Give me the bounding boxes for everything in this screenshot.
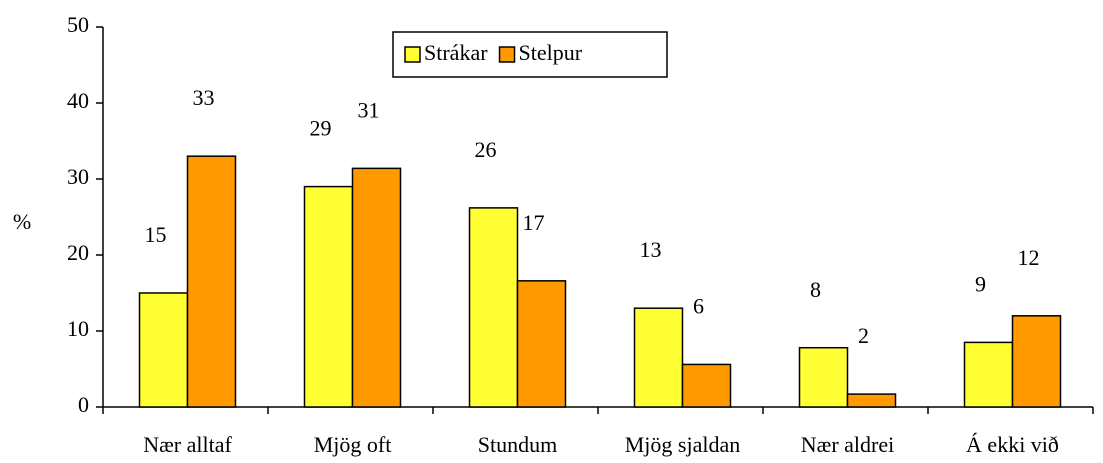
legend-label: Stelpur bbox=[519, 40, 583, 65]
y-tick-label: 30 bbox=[67, 164, 89, 189]
bar bbox=[186, 155, 237, 408]
value-label: 17 bbox=[523, 210, 545, 235]
value-label: 6 bbox=[693, 293, 704, 318]
value-label: 12 bbox=[1018, 245, 1040, 270]
value-label: 26 bbox=[475, 137, 497, 162]
bar bbox=[1011, 315, 1062, 408]
x-tick-label: Mjög oft bbox=[314, 432, 392, 457]
value-label: 8 bbox=[810, 277, 821, 302]
y-tick-label: 20 bbox=[67, 240, 89, 265]
x-tick-label: Mjög sjaldan bbox=[625, 432, 741, 457]
value-label: 15 bbox=[145, 222, 167, 247]
x-tick-label: Á ekki við bbox=[966, 432, 1059, 457]
bar bbox=[351, 167, 402, 408]
value-label: 33 bbox=[193, 85, 215, 110]
bar bbox=[138, 292, 189, 408]
y-tick-label: 10 bbox=[67, 316, 89, 341]
bar bbox=[468, 207, 519, 408]
y-tick-label: 0 bbox=[78, 392, 89, 417]
bar bbox=[516, 280, 567, 408]
bar bbox=[846, 393, 897, 408]
legend-swatch bbox=[404, 46, 421, 63]
value-label: 31 bbox=[358, 97, 380, 122]
value-label: 13 bbox=[640, 237, 662, 262]
bar bbox=[681, 363, 732, 408]
y-tick-label: 50 bbox=[67, 12, 89, 37]
bar bbox=[633, 307, 684, 408]
bar bbox=[303, 185, 354, 408]
y-axis-label: % bbox=[13, 209, 31, 234]
legend-swatch bbox=[498, 46, 516, 63]
y-tick-label: 40 bbox=[67, 88, 89, 113]
bar bbox=[798, 346, 849, 408]
value-label: 9 bbox=[975, 271, 986, 296]
value-label: 2 bbox=[858, 323, 869, 348]
bar bbox=[963, 341, 1014, 408]
x-tick-label: Stundum bbox=[478, 432, 557, 457]
legend-label: Strákar bbox=[424, 40, 488, 65]
x-tick-label: Nær alltaf bbox=[143, 432, 232, 457]
legend-box bbox=[392, 31, 668, 78]
value-label: 29 bbox=[310, 116, 332, 141]
x-tick-label: Nær aldrei bbox=[801, 432, 894, 457]
